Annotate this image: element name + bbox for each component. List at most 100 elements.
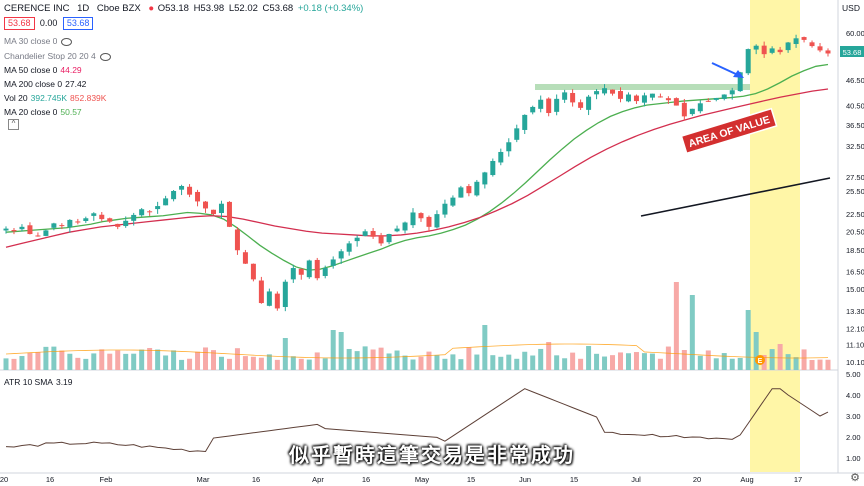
candle-body [274,293,280,309]
candle-body [394,228,400,232]
indicator-ma50[interactable]: MA 50 close 0 44.29 [4,65,82,75]
volume-bar [649,353,655,370]
volume-bar [466,347,472,370]
volume-bar [602,356,608,370]
collapse-icon[interactable]: ^ [8,119,19,130]
candle-body [594,91,600,95]
indicator-ma30[interactable]: MA 30 close 0 [4,36,73,47]
candle-body [506,142,512,152]
candle-body [195,191,201,202]
volume-bar [35,352,41,370]
candle-body [825,50,831,54]
price-tick-label: 36.50 [846,121,864,130]
volume-bar [618,352,624,370]
exchange: Cboe BZX [96,3,141,14]
time-tick-label: Apr [312,475,324,484]
candle-body [729,90,735,95]
price-tick-label: 16.50 [846,267,864,276]
candle-body [514,128,520,140]
volume-bar [43,346,49,370]
indicator-chandelier[interactable]: Chandelier Stop 20 20 4 [4,51,111,62]
svg-text:E: E [758,358,763,365]
indicator-vol[interactable]: Vol 20 392.745K 852.839K [4,93,107,103]
volume-bar [115,350,121,370]
candle-body [817,46,823,51]
indicator-ma200[interactable]: MA 200 close 0 27.42 [4,79,87,89]
volume-bar [554,355,560,370]
time-tick-label: 16 [46,475,54,484]
value-zone [535,84,750,90]
candle-body [745,49,751,74]
candle-body [681,102,687,117]
price-tick-label: 22.50 [846,210,864,219]
earnings-marker[interactable]: E [755,355,765,365]
price-tick-label: 13.30 [846,307,864,316]
candle-body [737,72,743,92]
candle-body [370,230,376,237]
volume-bar [59,350,65,370]
volume-bar [546,342,552,370]
candle-body [705,100,711,102]
volume-bar [282,338,288,370]
candle-body [115,223,121,227]
volume-bar [394,350,400,370]
low-value: L52.02 [228,3,258,14]
volume-bar [681,350,687,370]
buy-price-box[interactable]: 53.68 [62,17,94,30]
atr-tick-label: 5.00 [846,370,861,379]
volume-bar [482,325,488,370]
volume-bar [785,354,791,370]
volume-bar [410,359,416,370]
candle-body [306,260,312,278]
candle-body [753,45,759,50]
time-tick-label: Mar [197,475,210,484]
volume-bar [713,358,719,370]
candle-body [689,108,695,115]
atr-line [5,388,829,452]
candle-body [35,235,41,237]
ma50-line [5,88,829,248]
candle-body [266,291,272,306]
interval[interactable]: 1D [77,3,90,14]
candle-body [346,243,352,252]
symbol-name[interactable]: CERENCE INC [4,3,70,14]
volume-bar [418,356,424,370]
volume-bar [19,356,25,370]
candle-body [187,186,193,195]
candle-body [697,103,703,112]
price-boxes: 53.68 0.00 53.68 [4,17,96,30]
sell-price-box[interactable]: 53.68 [4,17,35,30]
indicator-atr[interactable]: ATR 10 SMA 3.19 [4,377,73,387]
volume-bar [737,357,743,370]
volume-bar [147,347,153,370]
candle-body [625,94,631,102]
eye-icon[interactable] [99,52,111,61]
volume-bar [570,352,576,370]
volume-bar [697,355,703,370]
change-value: +0.18 (+0.34%) [297,3,364,14]
candle-body [75,221,81,223]
gear-icon[interactable]: ⚙ [850,472,860,484]
candle-body [155,206,161,210]
candle-body [554,98,560,112]
volume-bar [250,356,256,370]
volume-bar [163,355,169,370]
candle-body [665,98,671,101]
volume-bar [490,355,496,370]
candle-body [226,201,232,227]
time-axis[interactable]: 20 16 Feb Mar 16 Apr 16 May 15 Jun 15 Jul 20 Aug 17 [0,475,802,484]
candle-body [163,198,169,206]
price-axis[interactable]: 60.00 46.50 40.50 36.50 32.50 27.50 25.50 22.50… [846,29,864,367]
candle-body [210,209,216,215]
price-tick-label: 27.50 [846,173,864,182]
volume-bar [75,357,81,370]
volume-bar [195,351,201,370]
volume-bar [3,358,9,370]
eye-icon[interactable] [61,37,73,46]
close-value: C53.68 [262,3,294,14]
indicator-ma20[interactable]: MA 20 close 0 50.57 [4,107,82,117]
volume-bar [514,358,520,370]
candle-body [562,92,568,100]
volume-bar [234,348,240,370]
